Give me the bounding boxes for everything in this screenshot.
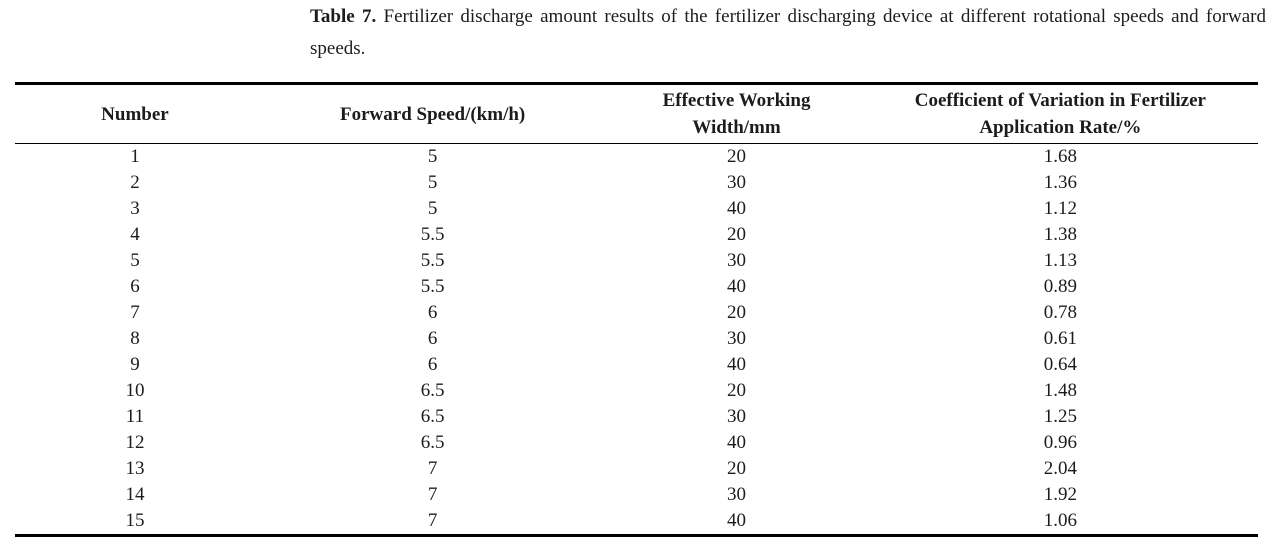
table-cell: 1.12 bbox=[1043, 198, 1077, 219]
table-row: 15 7 40 1.06 bbox=[15, 508, 1258, 536]
table-cell: 1 bbox=[130, 146, 140, 167]
table-cell: 1.38 bbox=[1043, 224, 1077, 245]
table-cell: 2.04 bbox=[1043, 458, 1077, 479]
table-cell: 5 bbox=[427, 198, 438, 219]
table-cell: 40 bbox=[727, 354, 747, 375]
table-body: 1 5 20 1.68 2 5 30 1.36 3 5 40 1.12 4 5.5 20 1.38 5 5.5 30… bbox=[15, 144, 1258, 536]
table-caption-label: Table 7. bbox=[310, 6, 377, 27]
table-cell: 6 bbox=[427, 302, 438, 323]
column-header-working-width: Effective Working Width/mm bbox=[610, 83, 863, 144]
table-cell: 6 bbox=[130, 276, 140, 297]
table-cell: 6 bbox=[427, 328, 438, 349]
table-cell: 14 bbox=[125, 484, 145, 505]
table-cell: 40 bbox=[727, 276, 747, 297]
table-row: 11 6.5 30 1.25 bbox=[15, 404, 1258, 430]
table-cell: 20 bbox=[727, 302, 747, 323]
column-header-coefficient-variation: Coefficient of Variation in Fertilizer A… bbox=[862, 83, 1258, 144]
table-cell: 4 bbox=[130, 224, 140, 245]
table-row: 4 5.5 20 1.38 bbox=[15, 222, 1258, 248]
table-cell: 3 bbox=[130, 198, 140, 219]
table-cell: 10 bbox=[125, 380, 145, 401]
table-cell: 7 bbox=[427, 458, 438, 479]
table-row: 14 7 30 1.92 bbox=[15, 482, 1258, 508]
table-cell: 20 bbox=[727, 146, 747, 167]
table-cell: 7 bbox=[427, 484, 438, 505]
table-cell: 5.5 bbox=[420, 250, 445, 271]
table-cell: 0.64 bbox=[1043, 354, 1077, 375]
column-header-forward-speed: Forward Speed/(km/h) bbox=[254, 83, 611, 144]
table-cell: 40 bbox=[727, 510, 747, 531]
table-cell: 20 bbox=[727, 380, 747, 401]
table-cell: 6.5 bbox=[420, 432, 445, 453]
table-cell: 5 bbox=[427, 146, 438, 167]
table-cell: 12 bbox=[125, 432, 145, 453]
table-cell: 6.5 bbox=[420, 406, 445, 427]
table-cell: 1.36 bbox=[1043, 172, 1077, 193]
table-caption-text: Fertilizer discharge amount results of t… bbox=[310, 6, 1267, 59]
table-cell: 5.5 bbox=[420, 224, 445, 245]
table-row: 12 6.5 40 0.96 bbox=[15, 430, 1258, 456]
table-cell: 1.06 bbox=[1043, 510, 1077, 531]
table-cell: 11 bbox=[125, 406, 145, 427]
table-cell: 1.68 bbox=[1043, 146, 1077, 167]
table-cell: 1.92 bbox=[1043, 484, 1077, 505]
table-cell: 30 bbox=[727, 406, 747, 427]
table-row: 9 6 40 0.64 bbox=[15, 352, 1258, 378]
table-cell: 30 bbox=[727, 484, 747, 505]
table-cell: 6 bbox=[427, 354, 438, 375]
table-cell: 1.25 bbox=[1043, 406, 1077, 427]
table-row: 3 5 40 1.12 bbox=[15, 196, 1258, 222]
table-row: 5 5.5 30 1.13 bbox=[15, 248, 1258, 274]
table-cell: 5.5 bbox=[420, 276, 445, 297]
table-cell: 15 bbox=[125, 510, 145, 531]
table-cell: 30 bbox=[727, 250, 747, 271]
table-cell: 0.61 bbox=[1043, 328, 1077, 349]
table-row: 6 5.5 40 0.89 bbox=[15, 274, 1258, 300]
table-cell: 0.96 bbox=[1043, 432, 1077, 453]
table-row: 7 6 20 0.78 bbox=[15, 300, 1258, 326]
table-cell: 7 bbox=[130, 302, 140, 323]
table-cell: 2 bbox=[130, 172, 140, 193]
table-cell: 30 bbox=[727, 172, 747, 193]
table-cell: 1.48 bbox=[1043, 380, 1077, 401]
table-header-row: Number Forward Speed/(km/h) Effective Wo… bbox=[15, 83, 1258, 144]
table-row: 2 5 30 1.36 bbox=[15, 170, 1258, 196]
table-cell: 1.13 bbox=[1043, 250, 1077, 271]
table-cell: 6.5 bbox=[420, 380, 445, 401]
column-header-number: Number bbox=[15, 83, 255, 144]
table-cell: 5 bbox=[427, 172, 438, 193]
table-caption: Table 7. Fertilizer discharge amount res… bbox=[310, 1, 1266, 65]
table-cell: 20 bbox=[727, 224, 747, 245]
table-cell: 5 bbox=[130, 250, 140, 271]
table-cell: 13 bbox=[125, 458, 145, 479]
table-row: 8 6 30 0.61 bbox=[15, 326, 1258, 352]
table-cell: 20 bbox=[727, 458, 747, 479]
table-cell: 40 bbox=[727, 198, 747, 219]
table-cell: 8 bbox=[130, 328, 140, 349]
table-cell: 40 bbox=[727, 432, 747, 453]
table-row: 10 6.5 20 1.48 bbox=[15, 378, 1258, 404]
table-cell: 0.89 bbox=[1043, 276, 1077, 297]
table-row: 13 7 20 2.04 bbox=[15, 456, 1258, 482]
data-table: Number Forward Speed/(km/h) Effective Wo… bbox=[15, 82, 1258, 537]
table-cell: 9 bbox=[130, 354, 140, 375]
table-cell: 7 bbox=[427, 510, 438, 531]
table-cell: 0.78 bbox=[1043, 302, 1077, 323]
table-cell: 30 bbox=[727, 328, 747, 349]
table-row: 1 5 20 1.68 bbox=[15, 144, 1258, 171]
